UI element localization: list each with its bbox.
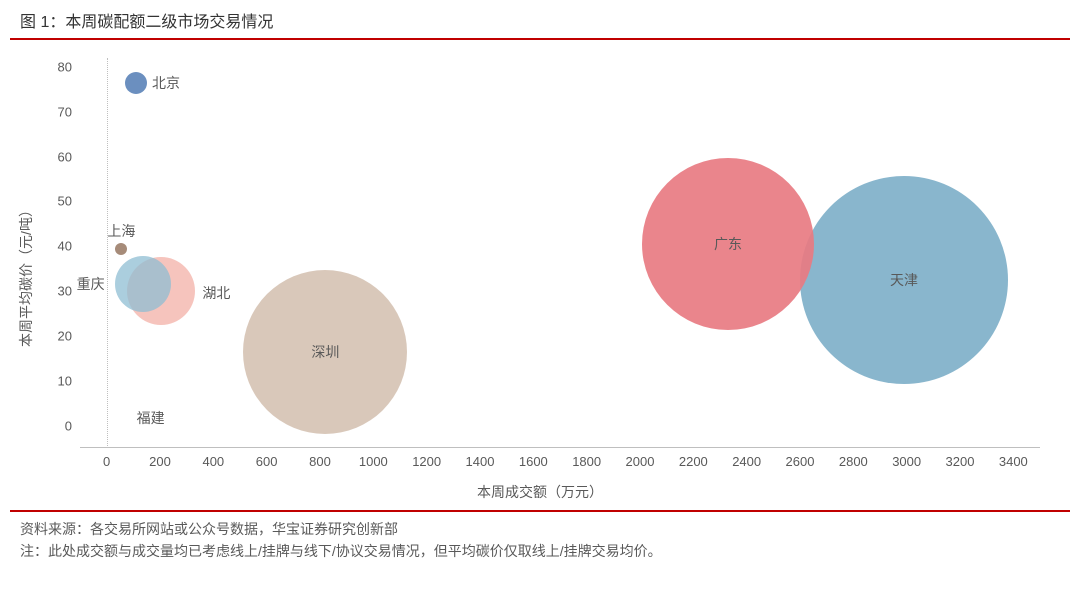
x-axis-line: [80, 447, 1040, 448]
note-text: 此处成交额与成交量均已考虑线上/挂牌与线下/协议交易情况，但平均碳价仅取线上/挂…: [48, 543, 662, 559]
x-tick: 600: [256, 454, 278, 469]
x-tick: 2000: [626, 454, 655, 469]
x-tick: 2400: [732, 454, 761, 469]
x-tick: 800: [309, 454, 331, 469]
bubble-label-重庆: 重庆: [77, 274, 105, 294]
x-tick: 0: [103, 454, 110, 469]
source-text: 各交易所网站或公众号数据，华宝证券研究创新部: [90, 521, 398, 537]
source-line: 资料来源：各交易所网站或公众号数据，华宝证券研究创新部: [20, 518, 1060, 540]
figure-footer: 资料来源：各交易所网站或公众号数据，华宝证券研究创新部 注：此处成交额与成交量均…: [0, 512, 1080, 563]
bubble-label-广东: 广东: [714, 234, 742, 254]
figure-title: 图 1：本周碳配额二级市场交易情况: [0, 0, 1080, 38]
x-tick: 400: [202, 454, 224, 469]
x-tick: 3200: [946, 454, 975, 469]
y-tick: 40: [58, 239, 72, 254]
x-axis-title: 本周成交额（万元）: [477, 482, 603, 502]
gridline-zero: [107, 58, 108, 448]
y-tick: 0: [65, 418, 72, 433]
bubble-chart: 本周平均碳价（元/吨） 0102030405060708002004006008…: [10, 40, 1070, 510]
y-axis-title: 本周平均碳价（元/吨）: [16, 203, 36, 347]
y-tick: 60: [58, 149, 72, 164]
x-tick: 3400: [999, 454, 1028, 469]
x-tick: 1200: [412, 454, 441, 469]
x-tick: 1800: [572, 454, 601, 469]
x-tick: 1400: [466, 454, 495, 469]
x-tick: 3000: [892, 454, 921, 469]
bubble-重庆: [115, 256, 171, 312]
source-label: 资料来源：: [20, 521, 90, 537]
plot-area: 0102030405060708002004006008001000120014…: [80, 58, 1040, 448]
y-tick: 70: [58, 104, 72, 119]
y-tick: 20: [58, 328, 72, 343]
bubble-label-北京: 北京: [152, 73, 180, 93]
x-tick: 2600: [786, 454, 815, 469]
y-tick: 50: [58, 194, 72, 209]
x-tick: 1000: [359, 454, 388, 469]
figure-title-text: 本周碳配额二级市场交易情况: [65, 14, 273, 31]
x-tick: 2200: [679, 454, 708, 469]
y-tick: 80: [58, 59, 72, 74]
note-label: 注：: [20, 543, 48, 559]
bubble-上海: [115, 243, 127, 255]
bubble-label-天津: 天津: [890, 270, 918, 290]
bubble-label-上海: 上海: [107, 221, 135, 241]
bubble-label-湖北: 湖北: [202, 283, 230, 303]
x-tick: 200: [149, 454, 171, 469]
bubble-label-深圳: 深圳: [311, 342, 339, 362]
figure-title-prefix: 图 1：: [20, 14, 65, 31]
y-tick: 10: [58, 373, 72, 388]
x-tick: 1600: [519, 454, 548, 469]
bubble-label-福建: 福建: [137, 408, 165, 428]
x-tick: 2800: [839, 454, 868, 469]
y-tick: 30: [58, 284, 72, 299]
bubble-北京: [125, 72, 147, 94]
note-line: 注：此处成交额与成交量均已考虑线上/挂牌与线下/协议交易情况，但平均碳价仅取线上…: [20, 540, 1060, 562]
